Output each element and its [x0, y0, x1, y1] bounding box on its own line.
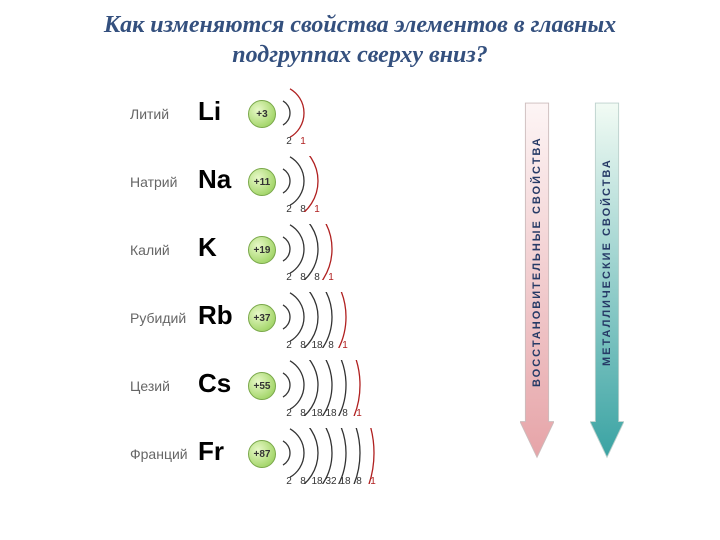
element-name: Натрий — [130, 174, 177, 190]
element-row: РубидийRb+37281881 — [130, 292, 450, 360]
shell-electron-count: 1 — [342, 340, 348, 348]
shell-electron-count: 18 — [311, 476, 323, 484]
shell-electron-count: 1 — [370, 476, 376, 484]
electron-shells: 281881 — [278, 292, 368, 348]
shell-electron-count: 8 — [314, 272, 320, 280]
element-row: ФранцийFr+872818321881 — [130, 428, 450, 496]
arrow-left-label: ВОССТАНОВИТЕЛЬНЫЕ СВОЙСТВА — [522, 84, 552, 440]
shell-electron-count: 32 — [325, 476, 337, 484]
element-symbol: Li — [198, 96, 221, 127]
electron-shells: 2818321881 — [278, 428, 396, 484]
title-line-1: Как изменяются свойства элементов в глав… — [104, 12, 616, 38]
nucleus-icon: +55 — [248, 372, 276, 400]
nucleus-icon: +19 — [248, 236, 276, 264]
elements-column: Литий Li +321 Натрий Na +11281 Калий K +192881 Ру… — [130, 88, 450, 496]
electron-shells: 2881 — [278, 224, 354, 280]
shell-electron-count: 8 — [342, 408, 348, 416]
element-symbol: Rb — [198, 300, 233, 331]
nucleus-icon: +87 — [248, 440, 276, 468]
shell-electron-count: 18 — [311, 408, 323, 416]
shell-electron-count: 1 — [300, 136, 306, 144]
electron-shells: 28181881 — [278, 360, 382, 416]
element-name: Рубидий — [130, 310, 186, 326]
element-name: Цезий — [130, 378, 170, 394]
nucleus-icon: +11 — [248, 168, 276, 196]
electron-shells: 281 — [278, 156, 340, 212]
shell-electron-count: 8 — [328, 340, 334, 348]
arrow-reducing-properties: ВОССТАНОВИТЕЛЬНЫЕ СВОЙСТВА — [518, 84, 556, 484]
element-symbol: Fr — [198, 436, 224, 467]
shell-electron-count: 18 — [325, 408, 337, 416]
page-title: Как изменяются свойства элементов в глав… — [0, 10, 720, 70]
electron-shells: 21 — [278, 88, 326, 144]
shell-electron-count: 1 — [356, 408, 362, 416]
element-name: Литий — [130, 106, 169, 122]
element-symbol: K — [198, 232, 217, 263]
nucleus-icon: +3 — [248, 100, 276, 128]
element-symbol: Cs — [198, 368, 231, 399]
element-name: Калий — [130, 242, 170, 258]
title-line-2: подгруппах сверху вниз? — [232, 42, 488, 68]
element-row: Натрий Na +11281 — [130, 156, 450, 224]
shell-electron-count: 1 — [328, 272, 334, 280]
element-row: Литий Li +321 — [130, 88, 450, 156]
arrow-right-label: МЕТАЛЛИЧЕСКИЕ СВОЙСТВА — [592, 84, 622, 440]
shell-electron-count: 18 — [339, 476, 351, 484]
nucleus-icon: +37 — [248, 304, 276, 332]
arrow-metallic-properties: МЕТАЛЛИЧЕСКИЕ СВОЙСТВА — [588, 84, 626, 484]
shell-electron-count: 18 — [311, 340, 323, 348]
shell-electron-count: 8 — [356, 476, 362, 484]
element-row: ЦезийCs+5528181881 — [130, 360, 450, 428]
element-symbol: Na — [198, 164, 231, 195]
element-row: Калий K +192881 — [130, 224, 450, 292]
element-name: Франций — [130, 446, 188, 462]
shell-electron-count: 1 — [314, 204, 320, 212]
